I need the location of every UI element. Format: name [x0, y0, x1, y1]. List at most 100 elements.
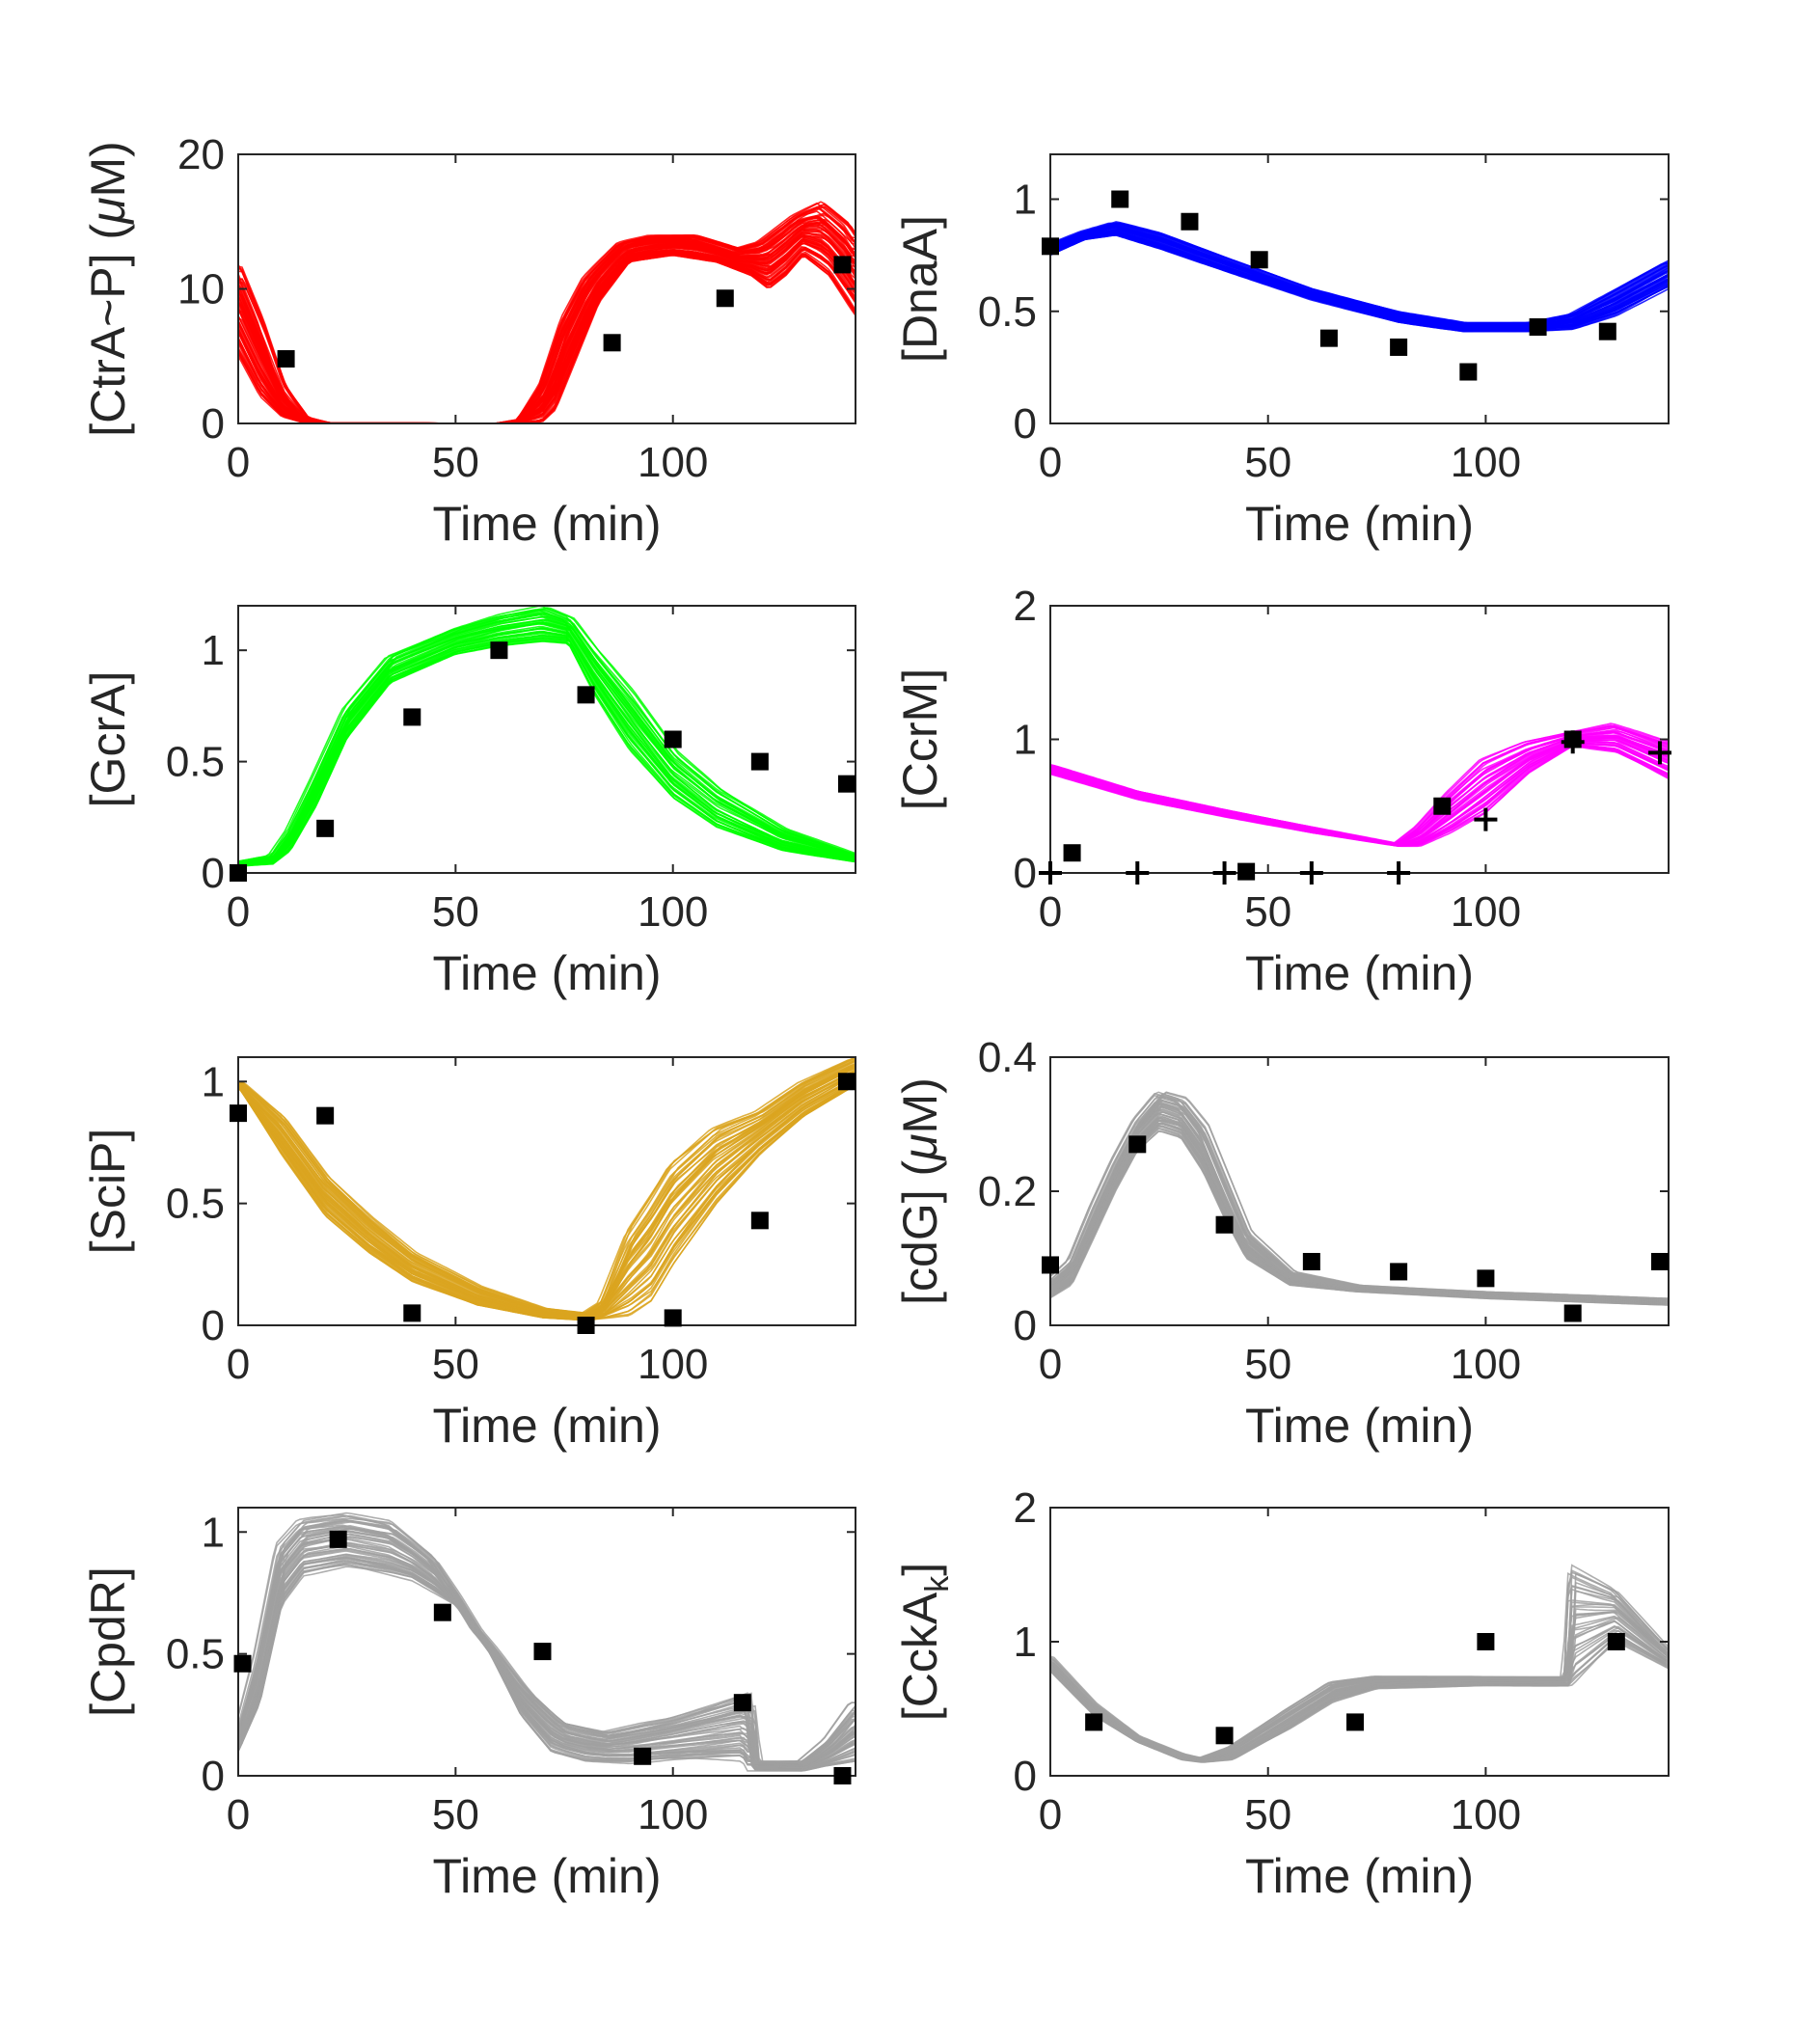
data-point-square — [1563, 1304, 1582, 1322]
x-tick-label: 0 — [227, 1791, 250, 1838]
data-point-square — [750, 752, 769, 771]
data-point-square — [230, 1104, 247, 1123]
data-point-square — [316, 819, 335, 837]
data-point-plus — [1474, 807, 1498, 831]
data-point-square — [716, 289, 734, 308]
data-point-square — [733, 1694, 751, 1712]
y-tick-label: 1 — [202, 1058, 225, 1105]
axes-box — [237, 1507, 856, 1777]
trajectory-line — [238, 1514, 856, 1764]
panel-3: 0 50 100 0 0.5 1 Time (min) [GcrA] — [81, 605, 856, 1000]
data-point-plus — [1126, 861, 1150, 885]
x-tick-label: 100 — [638, 1791, 708, 1838]
y-tick-label: 0 — [202, 1302, 225, 1349]
trajectory-ensemble — [1050, 1564, 1669, 1763]
data-point-square — [1111, 190, 1129, 208]
data-point-square — [1042, 1256, 1059, 1274]
panel-1: 0 50 100 0 10 20 Time (min) [CtrA~P] (μM) — [81, 131, 856, 551]
data-point-square — [1459, 363, 1478, 381]
y-axis-label-part: μ — [893, 1133, 947, 1161]
trajectory-line — [238, 218, 856, 423]
x-axis-label: Time (min) — [1245, 1399, 1474, 1453]
y-axis-label-main: [CckA — [893, 1592, 947, 1721]
trajectory-line — [238, 605, 856, 862]
trajectory-line — [1050, 730, 1669, 846]
axes-box — [1049, 153, 1670, 424]
data-point-square — [837, 1073, 856, 1091]
x-tick-label: 50 — [1244, 439, 1291, 486]
data-point-square — [603, 334, 621, 352]
x-tick-label: 0 — [1039, 888, 1062, 936]
data-point-square — [277, 350, 295, 368]
trajectory-line — [238, 1513, 856, 1763]
x-tick-label: 50 — [1244, 1341, 1291, 1388]
data-point-square — [1302, 1252, 1320, 1270]
trajectory-line — [1050, 1091, 1669, 1299]
y-axis-label: [GcrA] — [81, 671, 135, 808]
y-tick-label: 2 — [1014, 583, 1037, 630]
data-point-square — [1181, 212, 1199, 231]
x-axis-label: Time (min) — [1245, 946, 1474, 1000]
trajectory-line — [1050, 731, 1669, 845]
data-point-square — [1345, 1713, 1364, 1731]
trajectory-ensemble — [238, 1056, 856, 1321]
data-point-square — [837, 775, 856, 793]
x-axis-label: Time (min) — [432, 946, 661, 1000]
trajectory-ensemble — [238, 605, 856, 867]
y-axis-label: [CckAk] — [893, 1563, 956, 1721]
data-point-square — [577, 686, 595, 704]
data-point-square — [233, 1654, 252, 1673]
y-tick-label: 0 — [1014, 1302, 1037, 1349]
y-axis-label: [CtrA~P] (μM) — [81, 141, 135, 437]
trajectory-line — [1050, 731, 1669, 845]
data-point-square — [490, 641, 508, 660]
trajectory-line — [1050, 735, 1669, 846]
data-point-square — [1477, 1269, 1495, 1288]
y-tick-label: 0 — [1014, 1753, 1037, 1800]
data-point-square — [664, 1309, 682, 1327]
x-tick-label: 50 — [432, 439, 479, 486]
trajectory-ensemble — [238, 201, 856, 423]
y-axis-label-part: μ — [81, 198, 135, 226]
data-point-square — [533, 1643, 552, 1661]
trajectory-line — [238, 609, 856, 862]
y-tick-label: 0 — [202, 850, 225, 897]
y-tick-label: 2 — [1014, 1484, 1037, 1532]
trajectory-line — [238, 1058, 856, 1315]
y-tick-label: 0.5 — [166, 1631, 225, 1678]
trajectory-line — [1050, 730, 1669, 846]
data-point-plus — [1387, 861, 1411, 885]
panel-8: 0 50 100 0 1 2 Time (min) [CckAk] — [893, 1484, 1670, 1903]
trajectory-ensemble — [238, 1511, 856, 1772]
data-point-square — [316, 1106, 335, 1125]
y-axis-label: [CpdR] — [81, 1566, 135, 1717]
trajectory-line — [1050, 737, 1669, 846]
y-axis-label: [SciP] — [81, 1129, 135, 1255]
trajectory-line — [1050, 734, 1669, 846]
x-axis-label: Time (min) — [1245, 1849, 1474, 1903]
data-point-plus — [1647, 741, 1671, 765]
trajectory-line — [1050, 1564, 1669, 1759]
data-point-square — [1607, 1633, 1625, 1650]
panel-6: 0 50 100 0 0.2 0.4 Time (min) [cdG] (μM) — [893, 1034, 1670, 1453]
data-point-square — [1042, 237, 1059, 256]
y-tick-label: 0.2 — [978, 1168, 1037, 1215]
data-point-square — [1390, 338, 1408, 356]
y-tick-label: 0 — [1014, 400, 1037, 448]
axes-box — [237, 605, 856, 874]
data-point-square — [833, 256, 852, 274]
trajectory-line — [1050, 1128, 1669, 1306]
data-point-square — [329, 1530, 347, 1548]
x-tick-label: 100 — [638, 1341, 708, 1388]
x-tick-label: 0 — [1039, 1341, 1062, 1388]
trajectory-line — [1050, 731, 1669, 845]
trajectory-line — [238, 613, 856, 863]
x-tick-label: 100 — [1451, 1791, 1521, 1838]
y-tick-label: 1 — [202, 1509, 225, 1556]
y-axis-label-tail: ] — [893, 1563, 947, 1576]
y-tick-label: 1 — [1014, 177, 1037, 224]
x-axis-label: Time (min) — [432, 497, 661, 551]
y-tick-label: 0 — [1014, 850, 1037, 897]
x-tick-label: 50 — [432, 888, 479, 936]
data-point-plus — [1039, 861, 1062, 885]
